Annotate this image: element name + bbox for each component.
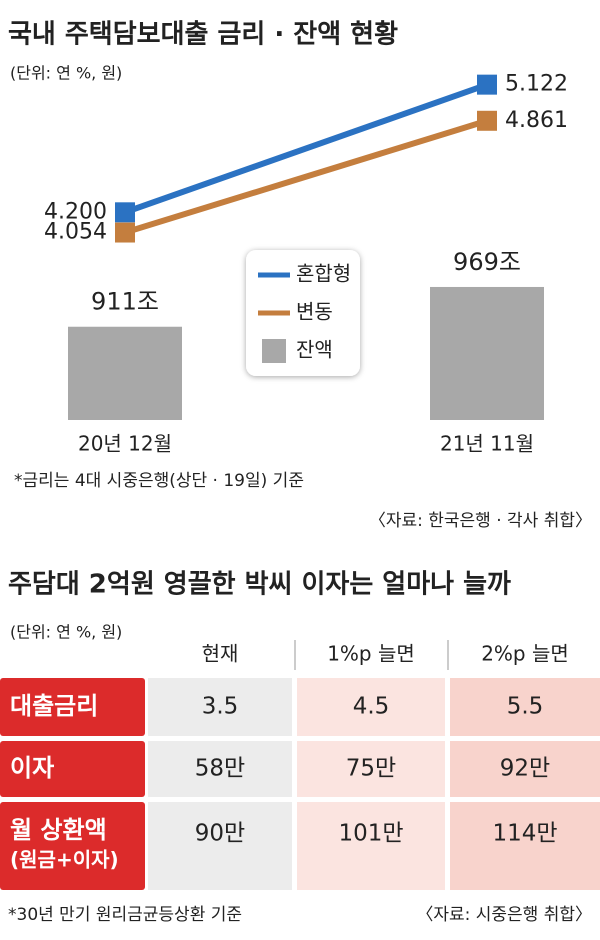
table-title: 주담대 2억원 영끌한 박씨 이자는 얼마나 늘까 <box>8 570 511 600</box>
table-cell <box>297 802 445 890</box>
row-label: 대출금리 <box>10 692 98 720</box>
x-tick-label: 20년 12월 <box>78 432 172 456</box>
table-note: *30년 만기 원리금균등상환 기준 <box>8 905 242 925</box>
point-value-label: 5.122 <box>505 72 568 97</box>
bar <box>68 326 182 420</box>
table-cell <box>450 678 600 736</box>
legend-swatch <box>262 339 286 363</box>
bar-value-label: 969조 <box>453 248 521 276</box>
table-cell <box>148 802 292 890</box>
row-label-cell <box>0 802 145 890</box>
bar-value-label: 911조 <box>91 288 159 316</box>
cell-value: 3.5 <box>202 694 239 720</box>
chart-source: 〈자료: 한국은행 · 각사 취합〉 <box>369 511 592 531</box>
cell-value: 58만 <box>195 756 245 782</box>
line <box>124 81 488 216</box>
row-label-cell <box>0 678 145 736</box>
point-value-label: 4.200 <box>44 199 107 224</box>
line <box>124 117 488 236</box>
column-header: 현재 <box>202 642 239 666</box>
chart-subtitle: (단위: 연 %, 원) <box>10 64 122 83</box>
row-label: (원금+이자) <box>10 848 119 872</box>
cell-value: 4.5 <box>353 694 390 720</box>
legend-label: 변동 <box>296 300 333 324</box>
chart-note: *금리는 4대 시중은행(상단 · 19일) 기준 <box>14 471 304 491</box>
point-value-label: 4.861 <box>505 108 568 133</box>
table-cell <box>148 678 292 736</box>
point-value-label: 4.054 <box>44 220 107 245</box>
table-cell <box>450 741 600 797</box>
row-label-cell <box>0 741 145 797</box>
cell-value: 90만 <box>195 821 245 847</box>
column-header: 1%p 늘면 <box>327 642 415 666</box>
cell-value: 114만 <box>492 821 557 847</box>
table-cell <box>297 741 445 797</box>
chart-title: 국내 주택담보대출 금리 · 잔액 현황 <box>8 20 398 50</box>
x-tick-label: 21년 11월 <box>440 432 534 456</box>
cell-value: 101만 <box>338 821 403 847</box>
point <box>477 110 497 131</box>
bar <box>430 286 544 420</box>
point <box>115 202 135 223</box>
legend-label: 혼합형 <box>296 262 351 286</box>
point <box>115 222 135 243</box>
cell-value: 75만 <box>346 756 396 782</box>
legend-label: 잔액 <box>296 338 333 362</box>
table-unit: (단위: 연 %, 원) <box>10 623 122 642</box>
column-header: 2%p 늘면 <box>481 642 569 666</box>
point <box>477 74 497 95</box>
table-cell <box>450 802 600 890</box>
table-cell <box>297 678 445 736</box>
table-cell <box>148 741 292 797</box>
cell-value: 92만 <box>500 756 550 782</box>
row-label: 월 상환액 <box>10 816 107 844</box>
cell-value: 5.5 <box>507 694 544 720</box>
row-label: 이자 <box>10 754 54 782</box>
table-source: 〈자료: 시중은행 취합〉 <box>416 905 592 925</box>
